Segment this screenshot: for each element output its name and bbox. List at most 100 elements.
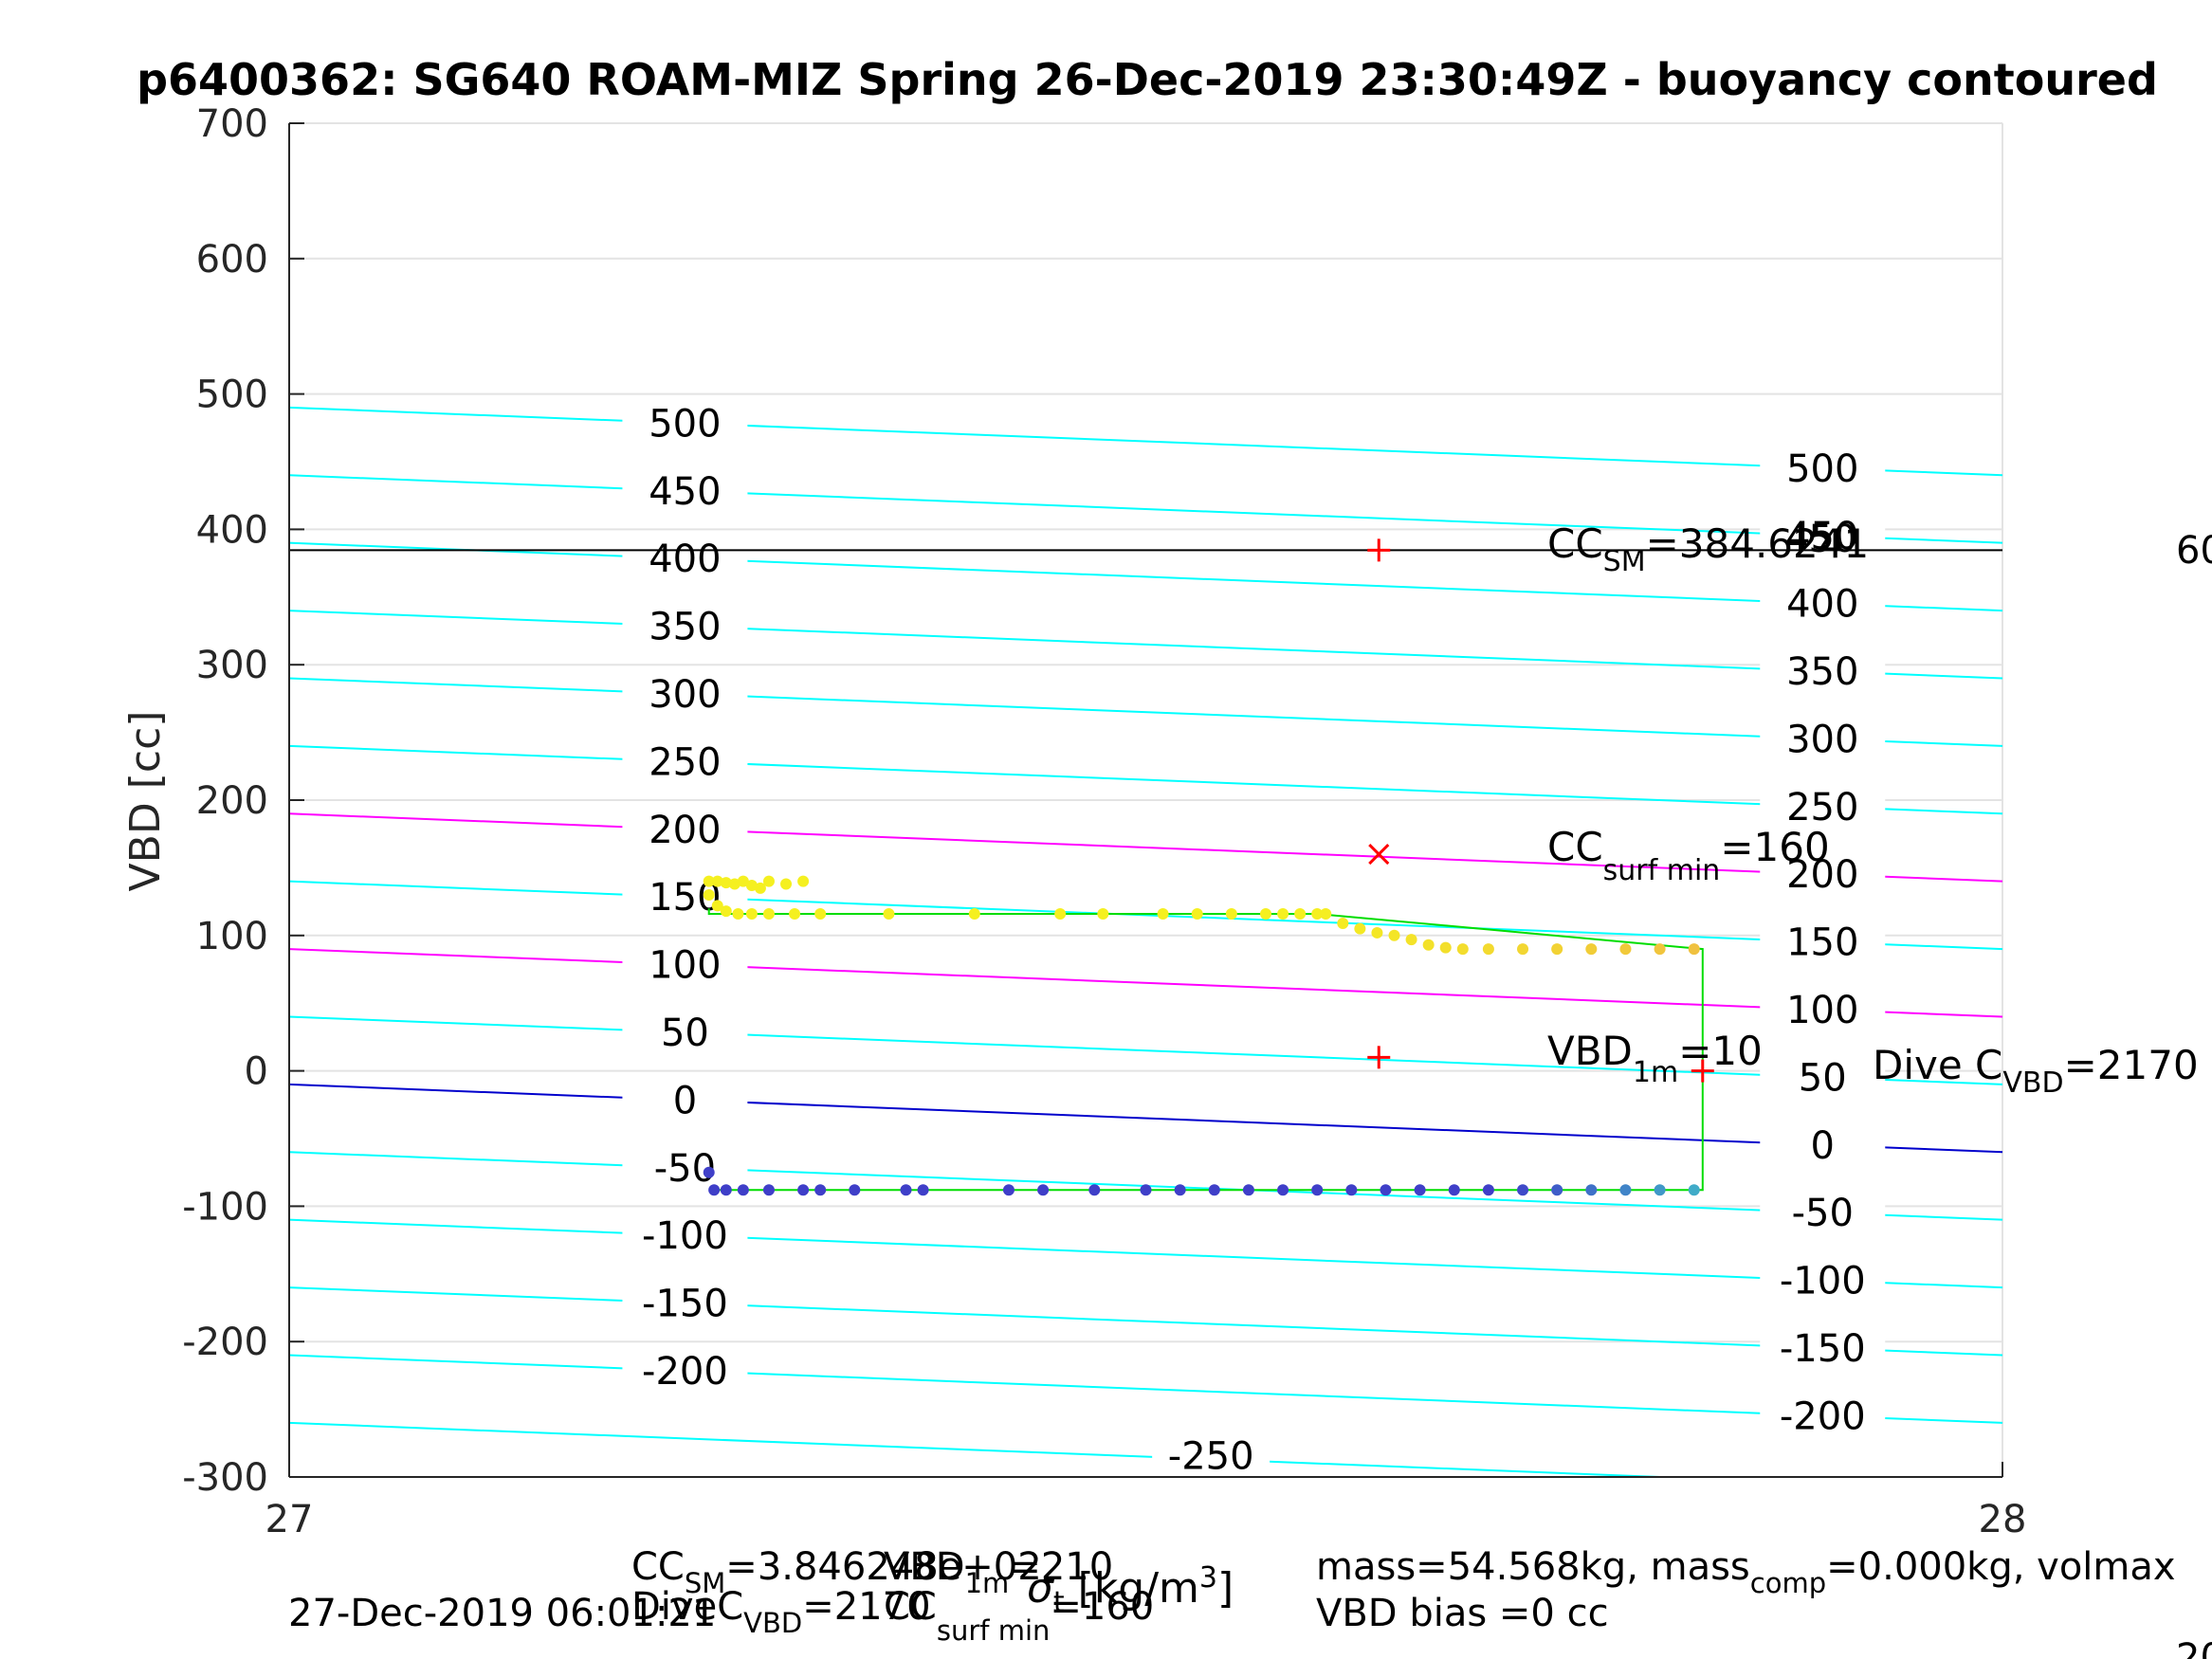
data-point [1654,1184,1666,1196]
footer-sigma: σ [1027,1564,1054,1613]
data-point [1482,943,1494,956]
footer-cc-sm-value: =3.846248e+02 [725,1545,1041,1589]
contour-label: -200 [642,1350,728,1394]
annotation-cc-sm-sub: SM [1603,545,1646,578]
data-point [1259,907,1271,920]
footer-mass-sub: comp [1750,1567,1826,1599]
contour-label-bg [1760,578,1886,627]
footer-units-close: ] [1217,1564,1234,1613]
footer-cc-sm-sub: SM [685,1567,725,1599]
annotation-vbd-1m: VBD1m=10 [1547,1028,1763,1089]
marker-stroke [1368,844,1390,866]
footer-vbd-1m-base: VBD [884,1545,965,1589]
data-point [703,888,715,901]
contour-label-bg [1760,849,1886,898]
data-point [1585,943,1598,956]
data-point [1551,1184,1563,1196]
data-point [1688,1184,1700,1196]
data-point [814,907,827,920]
footer-mass: mass=54.568kg, masscomp=0.000kg, volmax [1316,1545,2176,1599]
data-point [703,1166,715,1178]
annotation-dive-c-value: =2170 [2064,1042,2199,1088]
contour-label: 300 [1786,718,1858,761]
data-point [883,907,895,920]
data-point [1037,1184,1050,1196]
data-point [1388,929,1400,941]
data-point [1054,907,1067,920]
contour-label-bg [622,1211,748,1259]
contour-line [288,677,2003,747]
data-point [1551,943,1563,956]
chart-title: p6400362: SG640 ROAM-MIZ Spring 26-Dec-2… [137,54,2158,105]
contour-label: -50 [1792,1192,1854,1235]
contour-label: 0 [1811,1124,1835,1168]
contour-label-bg [622,1075,748,1123]
data-point [1439,941,1452,954]
data-point [720,877,732,889]
contour-label-bg [622,939,748,988]
contour-label-bg [1760,1391,1886,1439]
y-tick-label: -200 [182,1321,268,1364]
data-point [732,907,744,920]
footer-date: 27-Dec-2019 06:01:21 [288,1592,716,1635]
contour-line [288,880,2003,951]
y-tick-label: 200 [196,779,268,823]
data-point [711,875,723,887]
data-point [814,1184,827,1196]
contour-label: 100 [649,944,721,988]
contour-line [288,1083,2003,1154]
footer-sigma-units: σt [kg/m3] [1027,1561,1234,1619]
data-point [708,1184,721,1196]
data-point [1277,907,1289,920]
y-tick-label: 400 [196,508,268,552]
data-point [789,907,801,920]
footer-cc-sm: CCSM=3.846248e+02 [631,1545,1042,1599]
annotation-cc-surf-value: =160 [1720,824,1829,870]
x-tick-label: 28 [1979,1498,2027,1541]
annotation-vbd-1m-value: =10 [1678,1028,1763,1074]
footer-mass-text2: =0.000kg, volmax [1826,1545,2175,1589]
contour-label: 200 [649,809,721,852]
contour-line [288,1421,1660,1478]
annotation-cc-sm-value: =384.6241 [1646,520,1870,567]
y-tick-label: 0 [245,1050,268,1094]
contour-label: 100 [1786,989,1858,1032]
data-point [1688,943,1700,956]
contour-line [288,1354,2003,1424]
contour-label-bg [1152,1431,1271,1479]
data-point [1294,907,1307,920]
data-point [762,1184,775,1196]
data-point [1242,1184,1254,1196]
contour-label: -100 [1780,1260,1866,1304]
contour-label: 150 [1786,921,1858,965]
contour-label-bg [1760,1188,1886,1236]
footer-units: [kg/m [1078,1564,1199,1613]
x-tick-label: 27 [265,1498,314,1541]
y-tick-label: 100 [196,915,268,958]
contour-label-bg [622,1007,748,1055]
data-point [737,875,749,887]
footer-sigma-sub: t [1053,1586,1065,1619]
contour-label-bg [622,1278,748,1326]
data-point [797,875,810,887]
annotation-vbd-1m-base: VBD [1547,1028,1633,1074]
data-point [849,1184,861,1196]
buoyancy-contours: 500450400350300250200150100500-50-100-15… [288,398,2003,1479]
footer-corner-text: 20 [2176,1636,2212,1659]
footer-cc-surf-sub: surf min [937,1614,1051,1647]
footer-dive-c-base: DiveC [631,1585,743,1629]
annotation-dive-c-sub: VBD [2002,1066,2063,1100]
data-point [1405,934,1417,946]
contour-label-bg [1760,1120,1886,1168]
marker [1367,538,1391,562]
marker [1367,1046,1391,1069]
data-point [1097,907,1109,920]
y-tick-label: -100 [182,1185,268,1229]
contour-label: 300 [649,673,721,717]
contour-label: 500 [649,402,721,446]
contour-label: 250 [649,740,721,784]
contour-label: 350 [649,606,721,649]
annotation-vbd-1m-sub: 1m [1633,1056,1678,1089]
contour-label-bg [622,398,748,447]
